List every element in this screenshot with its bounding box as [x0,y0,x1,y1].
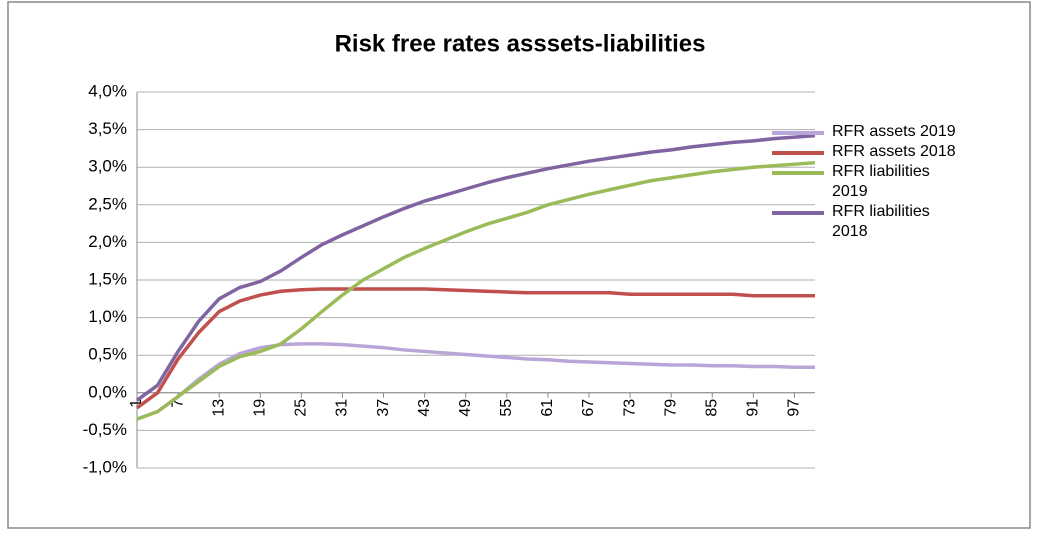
legend-label: RFR liabilities 2019 [832,163,930,200]
legend-label: RFR liabilities 2018 [832,203,930,240]
x-tick-label: 31 [334,399,351,417]
legend-item: RFR assets 2019 [772,122,957,142]
series-line [136,160,816,421]
x-tick-label: 79 [662,399,679,417]
x-tick-label: 91 [745,399,762,417]
y-tick-label: 2,5% [88,194,127,213]
legend-label: RFR assets 2018 [832,143,956,160]
legend-item: RFR liabilities 2018 [772,202,957,242]
series-line [135,133,816,402]
y-tick-label: 0,5% [88,345,127,364]
y-tick-label: 3,5% [88,119,127,138]
legend-swatch [772,151,824,155]
series-line [136,342,815,421]
legend-label: RFR assets 2019 [832,123,956,140]
legend-swatch [772,131,824,135]
y-tick-label: 3,0% [88,157,127,176]
series-line [135,287,815,410]
x-tick-label: 37 [375,399,392,417]
legend-swatch [772,211,824,215]
x-tick-label: 1 [128,399,145,408]
y-tick-label: 1,0% [88,307,127,326]
x-tick-label: 61 [539,399,556,417]
x-tick-label: 85 [703,399,720,417]
y-tick-label: 0,0% [88,382,127,401]
y-tick-label: -0,5% [83,420,127,439]
y-tick-label: 2,0% [88,232,127,251]
x-tick-label: 43 [416,399,433,417]
chart-frame [7,1,1031,529]
chart-title: Risk free rates asssets-liabilities [335,30,706,57]
legend: RFR assets 2019 RFR assets 2018 RFR liabil… [772,122,957,242]
x-tick-label: 19 [251,399,268,417]
x-tick-label: 49 [457,399,474,417]
legend-swatch [772,171,824,175]
y-tick-label: -1,0% [83,457,127,476]
x-tick-label: 97 [786,399,803,417]
x-tick-label: 73 [621,399,638,417]
x-tick-label: 7 [169,399,186,408]
legend-item: RFR liabilities 2019 [772,162,957,202]
legend-item: RFR assets 2018 [772,142,957,162]
x-tick-label: 55 [498,399,515,417]
x-tick-label: 67 [580,399,597,417]
y-tick-label: 1,5% [88,269,127,288]
x-tick-label: 13 [210,399,227,417]
y-tick-label: 4,0% [88,81,127,100]
x-tick-label: 25 [293,399,310,417]
